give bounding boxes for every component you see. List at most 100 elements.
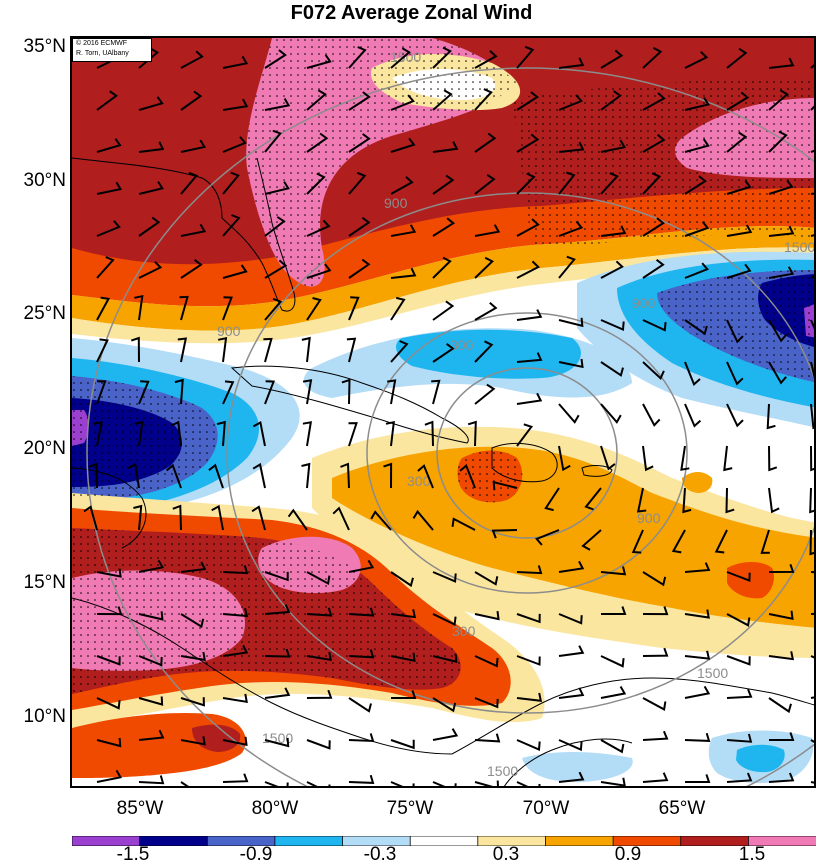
wind-barb bbox=[370, 510, 392, 531]
wind-barb bbox=[96, 220, 121, 237]
wind-barb bbox=[138, 696, 164, 706]
wind-barb bbox=[222, 214, 241, 237]
wind-barb bbox=[684, 319, 708, 336]
wind-barb bbox=[301, 462, 311, 489]
wind-barb bbox=[768, 610, 794, 620]
wind-barb bbox=[222, 773, 249, 783]
wind-barb bbox=[558, 358, 584, 369]
wind-barb bbox=[558, 220, 584, 237]
wind-barb bbox=[642, 259, 665, 279]
wind-barb bbox=[535, 529, 560, 546]
wind-barb bbox=[768, 651, 795, 661]
wind-barb bbox=[474, 697, 499, 709]
contour-label: 300 bbox=[407, 473, 431, 489]
map-title: F072 Average Zonal Wind bbox=[290, 2, 533, 24]
wind-barb bbox=[768, 772, 795, 783]
wind-barb bbox=[467, 420, 477, 447]
wind-barb bbox=[222, 380, 235, 405]
wind-barb bbox=[180, 697, 205, 707]
wind-barb bbox=[432, 174, 455, 195]
wind-barb bbox=[138, 261, 163, 279]
wind-barb bbox=[180, 139, 207, 153]
wind-barb bbox=[387, 379, 397, 405]
wind-barb bbox=[96, 256, 115, 279]
contour-label: 900 bbox=[384, 195, 408, 211]
contour-300-inner bbox=[436, 367, 618, 539]
wind-barb bbox=[390, 781, 415, 786]
wind-barb bbox=[558, 739, 583, 752]
wind-barb bbox=[768, 487, 780, 514]
contour-900-ring bbox=[226, 192, 814, 714]
wind-barb bbox=[264, 49, 287, 69]
shade-south-lightblue-strip bbox=[522, 752, 633, 783]
credit-line-2: R. Torn, UAlbany bbox=[76, 50, 129, 57]
wind-barb bbox=[584, 487, 602, 511]
credit-box: © 2016 ECMWF R. Torn, UAlbany bbox=[72, 38, 152, 62]
wind-barb bbox=[768, 563, 795, 573]
wind-barb bbox=[264, 380, 276, 405]
wind-barb bbox=[558, 445, 571, 472]
wind-barb bbox=[768, 319, 788, 343]
wind-barb bbox=[306, 297, 322, 321]
wind-barb bbox=[348, 216, 371, 237]
wind-barb bbox=[431, 379, 441, 405]
contour-1500-ring bbox=[86, 67, 814, 786]
wind-barb bbox=[83, 505, 98, 531]
venezuela-outline bbox=[504, 738, 633, 786]
wind-barb bbox=[474, 50, 498, 69]
wind-barb bbox=[390, 267, 417, 279]
wind-barb bbox=[600, 777, 626, 786]
wind-barb bbox=[390, 340, 409, 363]
wind-barb bbox=[600, 225, 627, 237]
wind-barb bbox=[684, 609, 710, 619]
wind-barb bbox=[138, 729, 165, 741]
wind-barb bbox=[180, 223, 207, 237]
wind-barb bbox=[726, 263, 752, 279]
wind-barb bbox=[642, 47, 663, 69]
wind-barb bbox=[264, 129, 282, 153]
wind-barb bbox=[346, 337, 357, 363]
wind-barb bbox=[726, 47, 748, 69]
credit-line-1: © 2016 ECMWF bbox=[76, 40, 128, 47]
wind-barb bbox=[390, 137, 416, 153]
colorbar-segment bbox=[409, 836, 479, 846]
shade-east-orange-patch bbox=[727, 562, 774, 599]
wind-barb bbox=[432, 697, 457, 713]
lon-label-85w: 85°W bbox=[116, 798, 164, 819]
wind-barb bbox=[96, 181, 123, 195]
wind-barb bbox=[432, 300, 455, 321]
wind-barb bbox=[516, 613, 541, 624]
wind-barb bbox=[348, 296, 360, 321]
wind-barb bbox=[180, 613, 205, 629]
wind-barb bbox=[642, 697, 667, 711]
wind-barb bbox=[96, 380, 107, 405]
wind-barb bbox=[642, 772, 669, 783]
wind-barb bbox=[348, 649, 375, 659]
wind-barb bbox=[516, 45, 535, 69]
wind-barb bbox=[600, 361, 624, 377]
wind-barb bbox=[301, 336, 311, 363]
wind-barb bbox=[263, 337, 273, 363]
wind-barb bbox=[348, 91, 371, 111]
wind-barb bbox=[810, 403, 814, 430]
wind-barb bbox=[516, 781, 541, 786]
wind-barb bbox=[684, 732, 711, 742]
wind-barb bbox=[558, 94, 583, 111]
wind-barb bbox=[600, 319, 625, 331]
wind-barb bbox=[138, 216, 161, 237]
wind-barb bbox=[222, 644, 249, 657]
wind-barb bbox=[642, 92, 666, 111]
lat-label-10n: 10°N bbox=[23, 706, 66, 727]
wind-barb bbox=[451, 517, 476, 531]
wind-barb bbox=[474, 132, 497, 153]
wind-barb bbox=[96, 697, 121, 710]
wind-barb bbox=[474, 655, 499, 668]
wind-barb bbox=[600, 739, 625, 754]
wind-barb bbox=[174, 378, 184, 405]
wind-barb bbox=[642, 172, 662, 195]
wind-barb bbox=[558, 687, 585, 699]
wind-barb bbox=[600, 655, 625, 668]
wind-barb bbox=[631, 529, 644, 554]
wind-barb bbox=[222, 736, 248, 746]
lat-label-20n: 20°N bbox=[23, 438, 66, 459]
